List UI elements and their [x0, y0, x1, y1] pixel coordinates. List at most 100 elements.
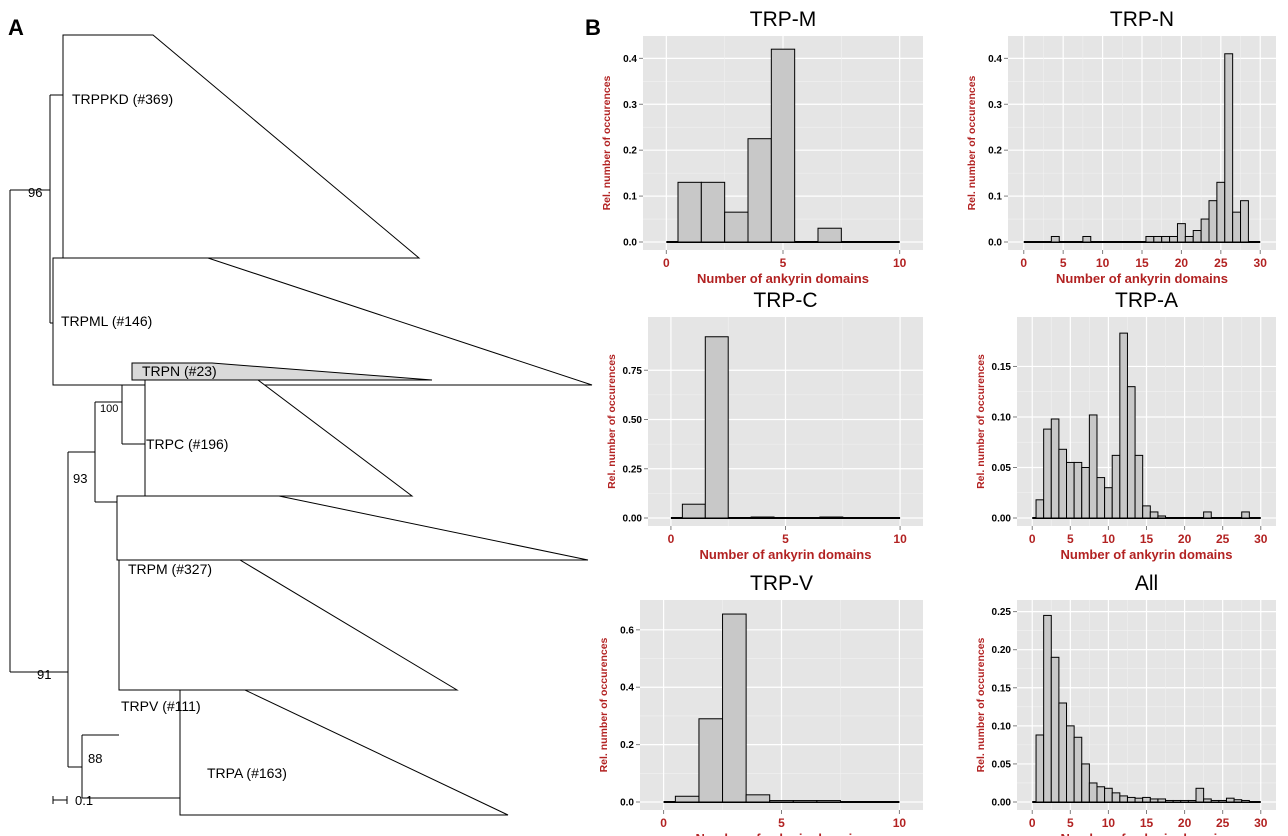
y-tick-label: 0.20 [992, 645, 1012, 656]
histogram-trp-a: 0.00 0.05 0.10 0.15 0 5 10 15 20 25 30 TRP-A Number … [975, 289, 1276, 562]
histogram-bar [1195, 787, 1205, 803]
support-value: 96 [28, 185, 42, 200]
panel-b-label: B [585, 15, 601, 40]
histogram-bar [1224, 53, 1234, 243]
y-tick-label: 0.50 [623, 415, 643, 426]
histogram-bar [1153, 235, 1163, 243]
y-axis-label: Rel. number of occurences [966, 75, 978, 210]
histogram-bar [794, 241, 819, 243]
y-tick-label: 0.2 [623, 146, 637, 157]
x-axis-label: Number of ankyrin domains [1061, 547, 1233, 562]
x-tick-label: 10 [893, 532, 907, 546]
x-axis-label: Number of ankyrin domains [1061, 831, 1233, 836]
histogram-bar [1050, 656, 1060, 803]
histogram-bar [1210, 799, 1220, 803]
y-tick-label: 0.2 [988, 146, 1002, 157]
histogram-bar [1225, 797, 1235, 803]
histogram-bar [1043, 428, 1052, 519]
histogram-bar [1208, 200, 1218, 243]
y-tick-label: 0.0 [620, 798, 634, 809]
histogram-grid: 0.0 0.1 0.2 0.3 0.4 0 5 10 TRP-M Number of ankyri… [598, 8, 1276, 836]
y-tick-label: 0.00 [992, 798, 1012, 809]
histogram-bar [745, 794, 771, 803]
x-tick-label: 20 [1178, 532, 1192, 546]
clade-label-trpv: TRPV (#111) [121, 698, 201, 714]
histogram-bar [1082, 235, 1092, 243]
histogram-bar [1058, 702, 1068, 803]
x-tick-label: 15 [1140, 532, 1154, 546]
y-tick-label: 0.4 [623, 54, 637, 65]
histogram-bar [770, 48, 796, 243]
clade-trpc [144, 379, 414, 497]
y-tick-label: 0.05 [992, 759, 1012, 770]
x-tick-label: 5 [1067, 816, 1074, 830]
histogram-bar [1145, 235, 1155, 243]
y-axis-label: Rel. number of occurences [606, 354, 618, 489]
histogram-bar [1126, 796, 1136, 803]
histogram-bar [1142, 505, 1151, 519]
histogram-bar [1050, 235, 1060, 243]
histogram-bar [819, 516, 844, 519]
x-tick-label: 15 [1135, 256, 1149, 270]
x-axis-label: Number of ankyrin domains [697, 271, 869, 286]
histogram-bar [1203, 511, 1212, 519]
histogram-bar [1176, 223, 1186, 243]
y-axis-label: Rel. number of occurences [975, 354, 987, 489]
x-tick-label: 0 [1020, 256, 1027, 270]
histogram-bar [1241, 799, 1250, 803]
y-tick-label: 0.15 [992, 362, 1012, 373]
y-tick-label: 0.25 [623, 464, 643, 475]
x-tick-label: 25 [1216, 816, 1230, 830]
scale-bar: 0.1 [52, 793, 93, 808]
histogram-bar [1043, 614, 1052, 803]
x-tick-label: 0 [660, 816, 667, 830]
histogram-bar [1232, 211, 1242, 243]
x-tick-label: 25 [1216, 532, 1230, 546]
histogram-bar [1200, 218, 1210, 243]
y-tick-label: 0.3 [623, 100, 637, 111]
histogram-bar [1180, 799, 1189, 803]
histogram-bar [1142, 796, 1151, 803]
histogram-bar [704, 336, 729, 519]
histogram-trp-c: 0.00 0.25 0.50 0.75 0 5 10 TRP-C Number of ankyr… [606, 289, 923, 562]
histogram-bar [769, 800, 794, 803]
histogram-bar [817, 227, 842, 243]
support-value: 93 [73, 471, 87, 486]
y-axis-label: Rel. number of occurences [975, 637, 987, 772]
histogram-bar [1073, 461, 1083, 519]
histogram-bar [1216, 181, 1226, 243]
histogram-bar [1126, 386, 1136, 519]
histogram-bar [1066, 725, 1075, 803]
x-tick-label: 5 [778, 816, 785, 830]
histogram-bar [1111, 792, 1121, 803]
histogram-bar [674, 795, 700, 803]
histogram-bar [1165, 799, 1174, 803]
x-tick-label: 0 [1029, 532, 1036, 546]
chart-title: TRP-V [750, 572, 813, 595]
y-tick-label: 0.75 [623, 366, 643, 377]
histogram-bar [1192, 230, 1202, 243]
y-tick-label: 0.4 [988, 54, 1002, 65]
histogram-bar [1050, 418, 1060, 519]
histogram-bar [1066, 461, 1075, 519]
histogram-bar [700, 181, 726, 243]
chart-title: TRP-M [750, 8, 817, 31]
histogram-bar [698, 718, 724, 803]
histogram-bar [1119, 795, 1128, 803]
y-axis-label: Rel. number of occurences [598, 637, 610, 772]
histogram-bar [1134, 454, 1144, 519]
y-tick-label: 0.15 [992, 683, 1012, 694]
x-tick-label: 20 [1175, 256, 1189, 270]
x-tick-label: 30 [1254, 256, 1268, 270]
y-tick-label: 0.3 [988, 100, 1002, 111]
y-tick-label: 0.0 [623, 238, 637, 249]
histogram-bar [1081, 763, 1090, 803]
histogram-bar [816, 800, 841, 803]
histogram-bar [1088, 414, 1098, 519]
histogram-trp-m: 0.0 0.1 0.2 0.3 0.4 0 5 10 TRP-M Number of ankyri… [601, 8, 923, 286]
histogram-bar [724, 211, 749, 243]
histogram-bar [1035, 734, 1045, 803]
clade-trpm [116, 495, 589, 561]
clade-label-trpm: TRPM (#327) [128, 561, 212, 577]
